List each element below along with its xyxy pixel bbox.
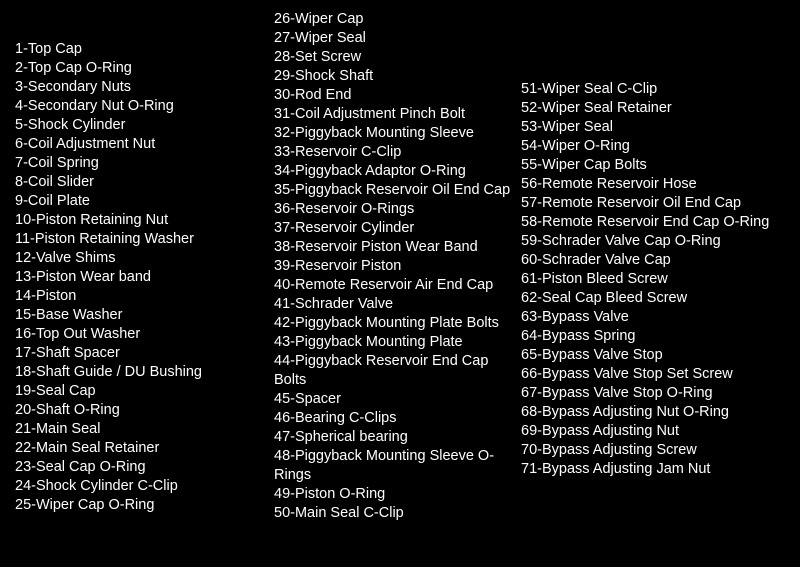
- parts-list-column-2: 26-Wiper Cap27-Wiper Seal28-Set Screw29-…: [274, 10, 521, 557]
- parts-list-item: 33-Reservoir C-Clip: [274, 143, 521, 162]
- parts-list-item: 70-Bypass Adjusting Screw: [521, 441, 790, 460]
- parts-list-item: 67-Bypass Valve Stop O-Ring: [521, 384, 790, 403]
- parts-list-item: 61-Piston Bleed Screw: [521, 270, 790, 289]
- parts-list-item: 5-Shock Cylinder: [15, 116, 274, 135]
- parts-list-item: 18-Shaft Guide / DU Bushing: [15, 363, 274, 382]
- parts-list-item: 1-Top Cap: [15, 40, 274, 59]
- parts-list-item: 10-Piston Retaining Nut: [15, 211, 274, 230]
- parts-list-item: 50-Main Seal C-Clip: [274, 504, 521, 523]
- parts-list-item: 41-Schrader Valve: [274, 295, 521, 314]
- parts-list-item: 8-Coil Slider: [15, 173, 274, 192]
- parts-list-item: 44-Piggyback Reservoir End Cap Bolts: [274, 352, 521, 390]
- parts-list-column-1: 1-Top Cap2-Top Cap O-Ring3-Secondary Nut…: [15, 10, 274, 557]
- parts-list-item: 27-Wiper Seal: [274, 29, 521, 48]
- parts-list-item: 55-Wiper Cap Bolts: [521, 156, 790, 175]
- parts-list-item: 63-Bypass Valve: [521, 308, 790, 327]
- parts-list-item: 34-Piggyback Adaptor O-Ring: [274, 162, 521, 181]
- parts-list-item: 59-Schrader Valve Cap O-Ring: [521, 232, 790, 251]
- parts-list-item: 13-Piston Wear band: [15, 268, 274, 287]
- parts-list-item: 39-Reservoir Piston: [274, 257, 521, 276]
- parts-list-item: 16-Top Out Washer: [15, 325, 274, 344]
- parts-list-item: 3-Secondary Nuts: [15, 78, 274, 97]
- parts-list-item: 62-Seal Cap Bleed Screw: [521, 289, 790, 308]
- parts-list-item: 53-Wiper Seal: [521, 118, 790, 137]
- parts-list-column-3: 51-Wiper Seal C-Clip52-Wiper Seal Retain…: [521, 10, 790, 557]
- parts-list-item: 36-Reservoir O-Rings: [274, 200, 521, 219]
- parts-list-item: 71-Bypass Adjusting Jam Nut: [521, 460, 790, 479]
- parts-list-item: 38-Reservoir Piston Wear Band: [274, 238, 521, 257]
- parts-list-item: 46-Bearing C-Clips: [274, 409, 521, 428]
- parts-list-item: 57-Remote Reservoir Oil End Cap: [521, 194, 790, 213]
- parts-list-item: 31-Coil Adjustment Pinch Bolt: [274, 105, 521, 124]
- parts-list-item: 2-Top Cap O-Ring: [15, 59, 274, 78]
- parts-list-item: 56-Remote Reservoir Hose: [521, 175, 790, 194]
- parts-list-item: 20-Shaft O-Ring: [15, 401, 274, 420]
- parts-list-item: 35-Piggyback Reservoir Oil End Cap: [274, 181, 521, 200]
- parts-list-item: 60-Schrader Valve Cap: [521, 251, 790, 270]
- parts-list-item: 25-Wiper Cap O-Ring: [15, 496, 274, 515]
- parts-list-item: 28-Set Screw: [274, 48, 521, 67]
- parts-list-item: 6-Coil Adjustment Nut: [15, 135, 274, 154]
- parts-list-item: 48-Piggyback Mounting Sleeve O-Rings: [274, 447, 521, 485]
- parts-list-item: 4-Secondary Nut O-Ring: [15, 97, 274, 116]
- parts-list-item: 11-Piston Retaining Washer: [15, 230, 274, 249]
- parts-list-item: 17-Shaft Spacer: [15, 344, 274, 363]
- parts-list-item: 52-Wiper Seal Retainer: [521, 99, 790, 118]
- parts-list-item: 23-Seal Cap O-Ring: [15, 458, 274, 477]
- parts-list-item: 26-Wiper Cap: [274, 10, 521, 29]
- parts-list-item: 21-Main Seal: [15, 420, 274, 439]
- parts-list-item: 32-Piggyback Mounting Sleeve: [274, 124, 521, 143]
- parts-list-item: 47-Spherical bearing: [274, 428, 521, 447]
- parts-list-item: 24-Shock Cylinder C-Clip: [15, 477, 274, 496]
- parts-list-item: 68-Bypass Adjusting Nut O-Ring: [521, 403, 790, 422]
- parts-list-item: 37-Reservoir Cylinder: [274, 219, 521, 238]
- parts-list-item: 22-Main Seal Retainer: [15, 439, 274, 458]
- parts-list-item: 29-Shock Shaft: [274, 67, 521, 86]
- parts-list-item: 45-Spacer: [274, 390, 521, 409]
- parts-list-item: 43-Piggyback Mounting Plate: [274, 333, 521, 352]
- parts-list-item: 66-Bypass Valve Stop Set Screw: [521, 365, 790, 384]
- parts-list-item: 64-Bypass Spring: [521, 327, 790, 346]
- parts-list-item: 69-Bypass Adjusting Nut: [521, 422, 790, 441]
- parts-list-item: 12-Valve Shims: [15, 249, 274, 268]
- parts-list-item: 14-Piston: [15, 287, 274, 306]
- parts-list-item: 9-Coil Plate: [15, 192, 274, 211]
- parts-list-item: 58-Remote Reservoir End Cap O-Ring: [521, 213, 790, 232]
- parts-list-item: 51-Wiper Seal C-Clip: [521, 80, 790, 99]
- parts-list-item: 30-Rod End: [274, 86, 521, 105]
- parts-list-item: 65-Bypass Valve Stop: [521, 346, 790, 365]
- parts-list-item: 15-Base Washer: [15, 306, 274, 325]
- parts-list-item: 54-Wiper O-Ring: [521, 137, 790, 156]
- parts-list-item: 42-Piggyback Mounting Plate Bolts: [274, 314, 521, 333]
- parts-list-item: 40-Remote Reservoir Air End Cap: [274, 276, 521, 295]
- parts-list-item: 7-Coil Spring: [15, 154, 274, 173]
- parts-list-item: 49-Piston O-Ring: [274, 485, 521, 504]
- parts-list-item: 19-Seal Cap: [15, 382, 274, 401]
